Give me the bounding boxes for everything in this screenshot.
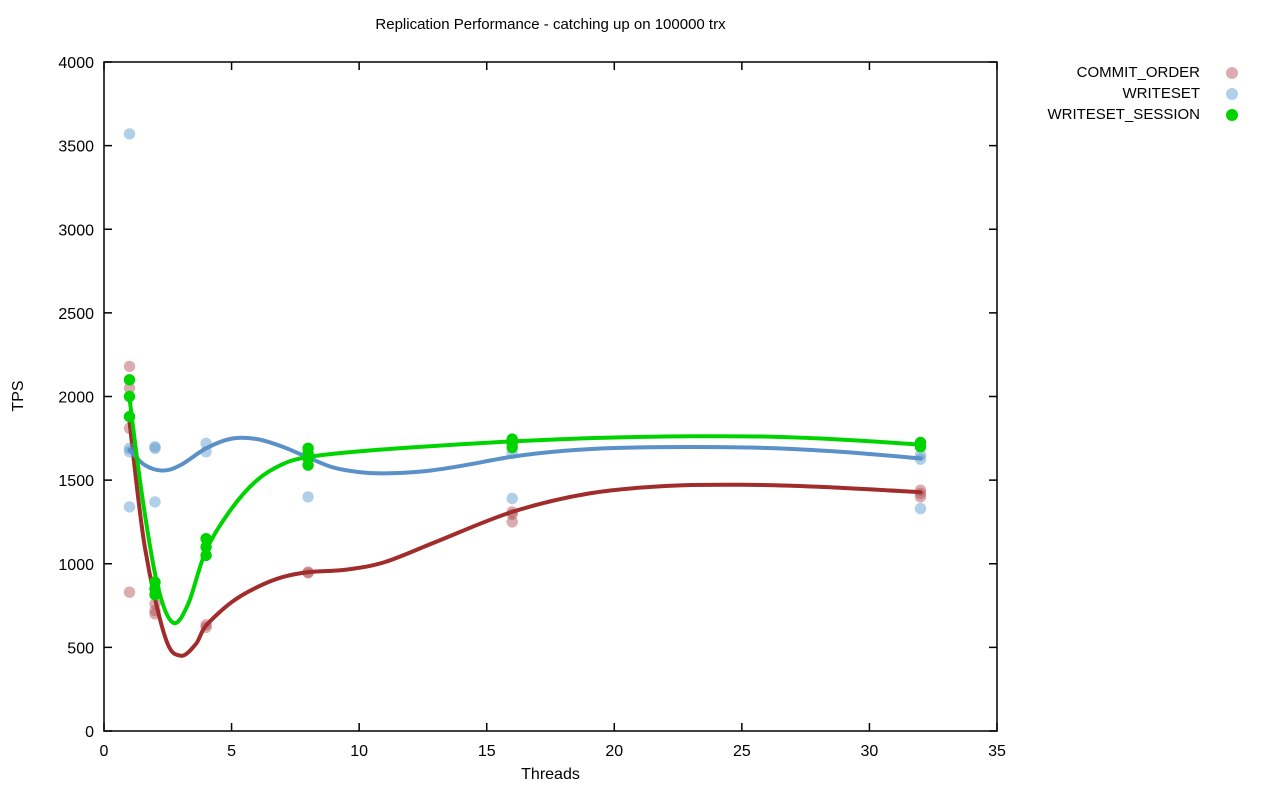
- y-tick-label: 1500: [58, 473, 94, 490]
- chart-title: Replication Performance - catching up on…: [375, 16, 726, 33]
- point-COMMIT_ORDER: [506, 516, 518, 528]
- legend-item-writeset_session: WRITESET_SESSION: [1047, 104, 1238, 125]
- curve-COMMIT_ORDER: [127, 419, 923, 658]
- curve-WRITESET: [127, 435, 923, 476]
- legend-marker-icon: [1226, 87, 1238, 100]
- y-tick-label: 4000: [58, 55, 94, 72]
- x-tick-label: 0: [100, 743, 109, 760]
- point-WRITESET: [149, 496, 161, 508]
- point-WRITESET_SESSION: [506, 441, 518, 454]
- y-tick-label: 500: [67, 640, 94, 657]
- legend-label: WRITESET_SESSION: [1047, 106, 1200, 123]
- x-tick-label: 5: [227, 743, 236, 760]
- y-tick-label: 3500: [58, 139, 94, 156]
- x-tick-label: 10: [350, 743, 368, 760]
- x-tick-label: 25: [733, 743, 751, 760]
- point-WRITESET: [302, 491, 314, 503]
- point-WRITESET: [149, 441, 161, 453]
- x-tick-label: 35: [988, 743, 1006, 760]
- point-WRITESET: [123, 128, 136, 140]
- y-tick-label: 2500: [58, 306, 94, 323]
- legend-marker-icon: [1226, 108, 1238, 121]
- point-COMMIT_ORDER: [123, 382, 136, 394]
- point-WRITESET: [123, 501, 136, 513]
- x-axis-label: Threads: [521, 766, 580, 783]
- legend-label: WRITESET: [1122, 85, 1201, 102]
- x-tick-label: 30: [861, 743, 879, 760]
- legend-label: COMMIT_ORDER: [1076, 64, 1200, 81]
- legend: COMMIT_ORDER WRITESET WRITESET_SESSION: [1047, 62, 1238, 125]
- y-tick-label: 3000: [58, 222, 94, 239]
- legend-item-commit_order: COMMIT_ORDER: [1047, 62, 1238, 83]
- point-WRITESET: [914, 502, 927, 515]
- point-COMMIT_ORDER: [123, 586, 136, 598]
- x-tick-label: 20: [605, 743, 623, 760]
- legend-item-writeset: WRITESET: [1047, 83, 1238, 104]
- legend-marker-icon: [1226, 66, 1238, 79]
- point-WRITESET_SESSION: [302, 459, 314, 471]
- y-tick-label: 0: [85, 724, 94, 741]
- point-COMMIT_ORDER: [123, 360, 136, 373]
- point-WRITESET_SESSION: [123, 374, 136, 386]
- y-tick-label: 1000: [58, 557, 94, 574]
- point-WRITESET: [149, 442, 161, 454]
- x-tick-label: 15: [478, 743, 496, 760]
- plot-border: [103, 61, 998, 732]
- curve-WRITESET_SESSION: [127, 396, 923, 626]
- y-tick-label: 2000: [58, 390, 94, 407]
- point-COMMIT_ORDER: [914, 491, 927, 503]
- point-WRITESET: [506, 492, 518, 505]
